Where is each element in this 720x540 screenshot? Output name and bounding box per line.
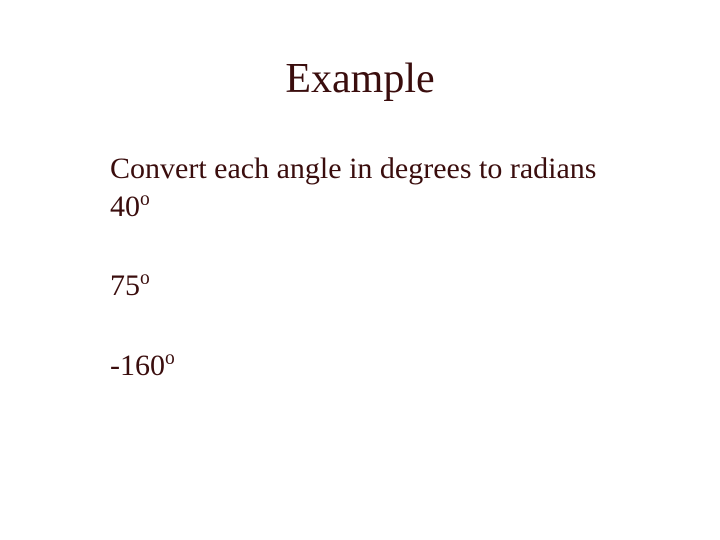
degree-symbol-1: o (140, 189, 150, 210)
instruction-text: Convert each angle in degrees to radians (110, 150, 610, 188)
slide-body: Convert each angle in degrees to radians… (110, 150, 610, 426)
angle-value-2: 75 (110, 269, 140, 302)
slide: Example Convert each angle in degrees to… (0, 0, 720, 540)
degree-symbol-2: o (140, 268, 150, 289)
angle-item-3: -160o (110, 347, 610, 385)
angle-item-2: 75o (110, 267, 610, 305)
degree-symbol-3: o (165, 348, 175, 369)
angle-item-1: 40o (110, 188, 610, 226)
angle-value-3: -160 (110, 349, 165, 382)
angle-value-1: 40 (110, 190, 140, 223)
slide-title: Example (0, 55, 720, 103)
